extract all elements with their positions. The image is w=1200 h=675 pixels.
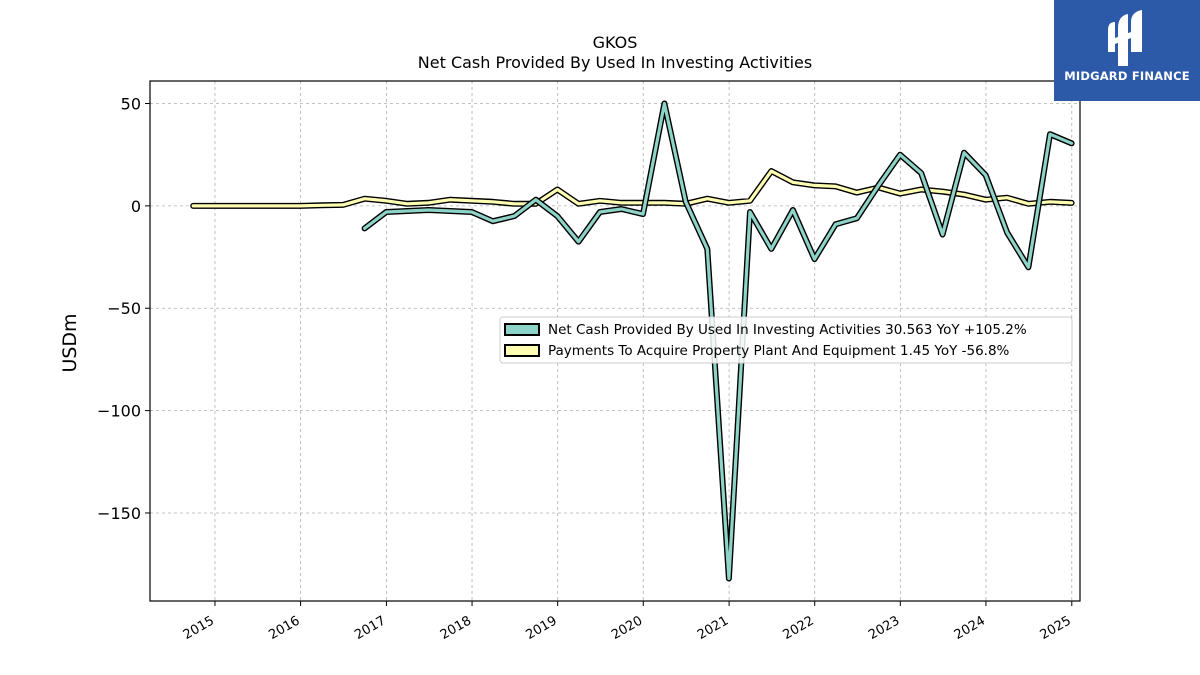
x-tick-label: 2018 [438, 613, 474, 643]
legend-label: Net Cash Provided By Used In Investing A… [548, 322, 1027, 338]
y-tick-label: 50 [121, 95, 141, 114]
plot-frame [149, 80, 1081, 602]
y-axis-label: USDm [59, 313, 81, 372]
x-tick-label: 2019 [523, 613, 559, 643]
brand-name: MIDGARD FINANCE [1064, 69, 1190, 83]
y-tick-label: −50 [107, 299, 141, 318]
chart-subtitle: Net Cash Provided By Used In Investing A… [418, 53, 812, 72]
x-tick-label: 2017 [352, 613, 388, 643]
legend-swatch [504, 323, 540, 336]
axes: 50 0 −50 −100 −150 2015 2016 2017 2018 2019 2020 20… [97, 95, 1074, 643]
x-tick-label: 2022 [781, 613, 817, 643]
series-line-1 [190, 168, 1075, 209]
brand-logo: MIDGARD FINANCE [1054, 0, 1200, 101]
x-tick-label: 2023 [866, 613, 902, 643]
x-tick-label: 2016 [266, 613, 302, 643]
x-tick-label: 2015 [181, 613, 217, 643]
y-tick-label: 0 [131, 197, 141, 216]
series-path [363, 101, 1074, 581]
series-line-0 [361, 100, 1075, 582]
midgard-m-logo-icon [1108, 10, 1142, 66]
series-outline [190, 168, 1075, 209]
y-tick-label: −100 [97, 402, 141, 421]
legend-swatch [504, 344, 540, 357]
chart-title: GKOS [593, 33, 638, 52]
x-tick-label: 2021 [695, 613, 731, 643]
y-tick-label: −150 [97, 504, 141, 523]
legend-label: Payments To Acquire Property Plant And E… [548, 343, 1010, 359]
x-tick-label: 2024 [952, 613, 988, 643]
legend: Net Cash Provided By Used In Investing A… [499, 316, 1073, 364]
series-lines [190, 100, 1075, 582]
x-tick-label: 2020 [609, 613, 645, 643]
x-tick-label: 2025 [1038, 613, 1074, 643]
legend-box [499, 316, 1073, 364]
